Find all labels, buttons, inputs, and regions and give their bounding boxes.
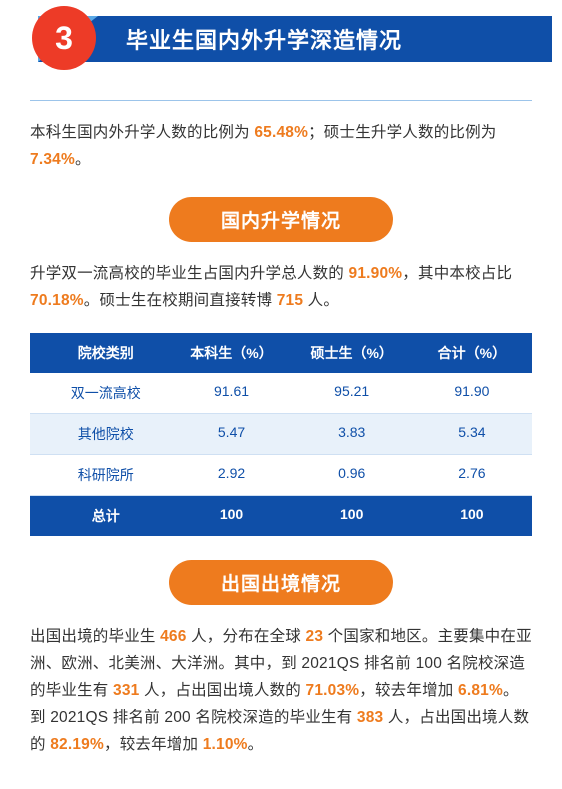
cell: 100 [171, 496, 291, 536]
value-double-first-class-pct: 91.90% [349, 265, 403, 282]
cell: 3.83 [292, 414, 412, 454]
text: ，较去年增加 [104, 736, 203, 753]
col-header: 院校类别 [30, 333, 171, 373]
table-row: 其他院校 5.47 3.83 5.34 [30, 414, 532, 455]
col-header: 硕士生（%） [292, 333, 412, 373]
domestic-table: 院校类别 本科生（%） 硕士生（%） 合计（%） 双一流高校 91.61 95.… [30, 333, 532, 536]
value-direct-phd-count: 715 [277, 292, 303, 309]
cell: 95.21 [292, 373, 412, 413]
intro-text: 。 [75, 151, 91, 168]
text: 。硕士生在校期间直接转博 [84, 292, 277, 309]
value-country-count: 23 [306, 628, 324, 645]
col-header: 合计（%） [412, 333, 532, 373]
table-head-row: 院校类别 本科生（%） 硕士生（%） 合计（%） [30, 333, 532, 373]
cell: 91.61 [171, 373, 291, 413]
intro-text: 本科生国内外升学人数的比例为 [30, 124, 254, 141]
value-qs200-count: 383 [357, 709, 383, 726]
section-number-badge: 3 [32, 6, 96, 70]
table-body: 双一流高校 91.61 95.21 91.90 其他院校 5.47 3.83 5… [30, 373, 532, 496]
intro-text: ；硕士生升学人数的比例为 [308, 124, 496, 141]
col-header: 本科生（%） [171, 333, 291, 373]
cell: 双一流高校 [30, 373, 171, 413]
section-header: 毕业生国内外升学深造情况 3 [6, 4, 556, 72]
value-qs200-pct: 82.19% [50, 736, 104, 753]
cell: 5.47 [171, 414, 291, 454]
domestic-heading: 国内升学情况 [169, 197, 393, 242]
value-qs100-count: 331 [113, 682, 139, 699]
text: ，其中本校占比 [402, 265, 512, 282]
value-qs100-pct: 71.03% [306, 682, 360, 699]
cell: 100 [292, 496, 412, 536]
text: 升学双一流高校的毕业生占国内升学总人数的 [30, 265, 349, 282]
section-title: 毕业生国内外升学深造情况 [126, 23, 402, 55]
section-number: 3 [55, 20, 73, 57]
intro-value-master-pct: 7.34% [30, 151, 75, 168]
abroad-heading-wrap: 出国出境情况 [30, 560, 532, 605]
cell: 其他院校 [30, 414, 171, 454]
text: 。 [248, 736, 264, 753]
abroad-paragraph: 出国出境的毕业生 466 人，分布在全球 23 个国家和地区。主要集中在亚洲、欧… [30, 623, 532, 759]
cell: 0.96 [292, 455, 412, 495]
cell: 总计 [30, 496, 171, 536]
value-qs100-delta: 6.81% [458, 682, 503, 699]
abroad-heading: 出国出境情况 [169, 560, 393, 605]
text: 出国出境的毕业生 [30, 628, 160, 645]
cell: 5.34 [412, 414, 532, 454]
text: 人，分布在全球 [187, 628, 306, 645]
page: 毕业生国内外升学深造情况 3 本科生国内外升学人数的比例为 65.48%；硕士生… [0, 4, 562, 782]
cell: 91.90 [412, 373, 532, 413]
intro-paragraph: 本科生国内外升学人数的比例为 65.48%；硕士生升学人数的比例为 7.34%。 [30, 119, 532, 173]
text: 人，占出国出境人数的 [139, 682, 305, 699]
intro-value-undergrad-pct: 65.48% [254, 124, 308, 141]
cell: 2.76 [412, 455, 532, 495]
cell: 2.92 [171, 455, 291, 495]
domestic-heading-wrap: 国内升学情况 [30, 197, 532, 242]
table-row: 科研院所 2.92 0.96 2.76 [30, 455, 532, 496]
text: ，较去年增加 [359, 682, 458, 699]
header-banner: 毕业生国内外升学深造情况 [38, 16, 552, 62]
table-foot-row: 总计 100 100 100 [30, 496, 532, 536]
value-abroad-count: 466 [160, 628, 186, 645]
divider [30, 100, 532, 101]
cell: 100 [412, 496, 532, 536]
domestic-paragraph: 升学双一流高校的毕业生占国内升学总人数的 91.90%，其中本校占比 70.18… [30, 260, 532, 314]
value-own-school-pct: 70.18% [30, 292, 84, 309]
text: 人。 [303, 292, 339, 309]
table-row: 双一流高校 91.61 95.21 91.90 [30, 373, 532, 414]
spacer [0, 758, 562, 782]
value-qs200-delta: 1.10% [203, 736, 248, 753]
cell: 科研院所 [30, 455, 171, 495]
